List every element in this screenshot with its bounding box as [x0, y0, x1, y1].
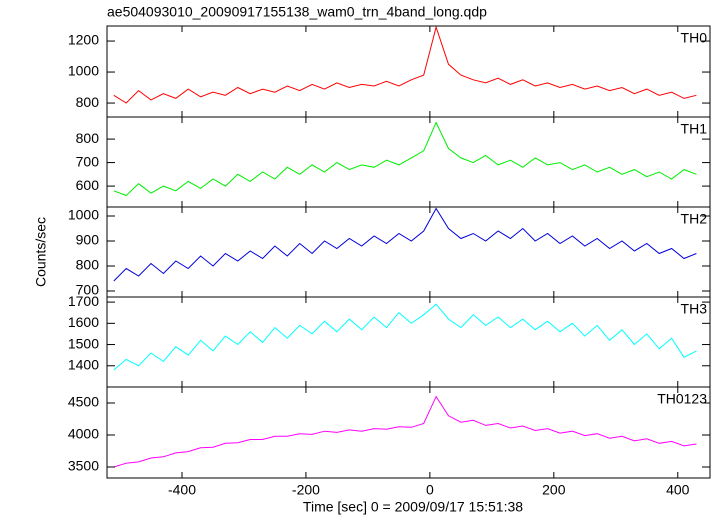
panel-frame [106, 386, 711, 479]
panel-label: TH0 [681, 30, 708, 46]
x-tick-label: 400 [666, 482, 690, 498]
panel-frame [106, 296, 711, 388]
y-tick-label: 4500 [68, 394, 99, 410]
x-tick-label: -400 [168, 482, 196, 498]
y-tick-label: 900 [76, 232, 100, 248]
panel-label: TH0123 [657, 391, 707, 407]
panel-label: TH1 [681, 121, 708, 137]
y-tick-label: 3500 [68, 458, 99, 474]
y-tick-label: 1500 [68, 335, 99, 351]
data-line [113, 395, 697, 468]
panel-label: TH3 [681, 301, 708, 317]
y-tick-label: 1400 [68, 356, 99, 372]
y-tick-label: 800 [76, 94, 100, 110]
x-tick-label: 200 [542, 482, 566, 498]
panel-label: TH2 [681, 211, 708, 227]
x-tick-label: -200 [292, 482, 320, 498]
y-tick-label: 1000 [68, 63, 99, 79]
data-line [113, 207, 697, 282]
y-tick-label: 800 [76, 130, 100, 146]
y-tick-label: 1600 [68, 314, 99, 330]
y-tick-label: 700 [76, 153, 100, 169]
y-tick-label: 800 [76, 257, 100, 273]
data-line [113, 303, 697, 371]
y-tick-label: 1000 [68, 207, 99, 223]
y-axis-label: Counts/sec [33, 217, 49, 287]
panel-frame [106, 116, 711, 208]
chart-title: ae504093010_20090917155138_wam0_trn_4ban… [107, 4, 487, 20]
data-line [113, 121, 697, 197]
y-tick-label: 1700 [68, 293, 99, 309]
panel-frame [106, 25, 711, 118]
y-tick-label: 1200 [68, 32, 99, 48]
x-axis-label: Time [sec] 0 = 2009/09/17 15:51:38 [303, 499, 523, 515]
panel-frame [106, 206, 711, 298]
y-tick-label: 600 [76, 177, 100, 193]
x-tick-label: 0 [426, 482, 434, 498]
y-tick-label: 700 [76, 282, 100, 298]
y-tick-label: 4000 [68, 426, 99, 442]
data-line [113, 25, 697, 104]
